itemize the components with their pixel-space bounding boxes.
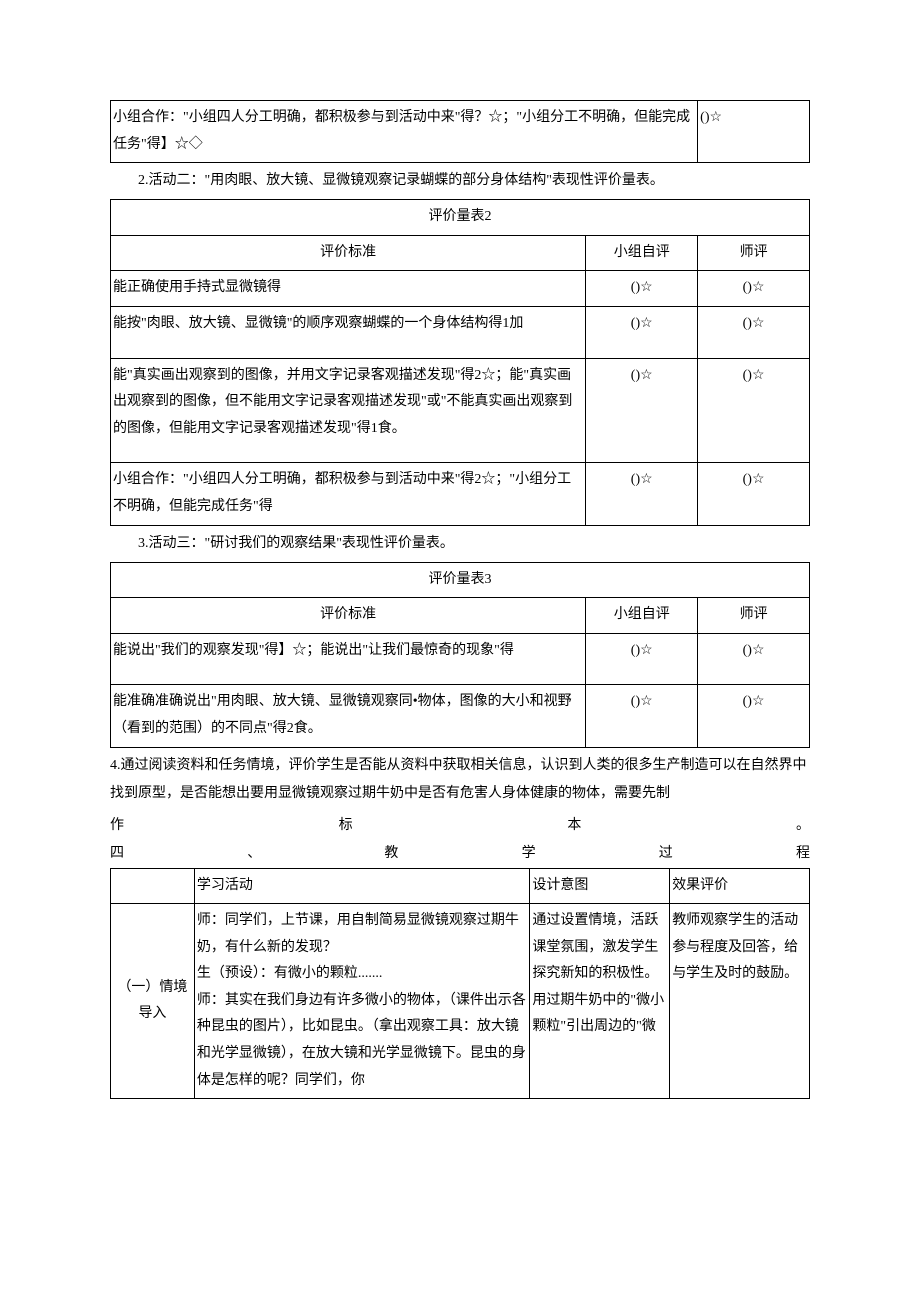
col-header-self: 小组自评 [586, 235, 698, 271]
col-header-1 [111, 868, 195, 904]
rubric-table-2: 评价量表2 评价标准 小组自评 师评 能正确使用手持式显微镜得 ()☆ ()☆ … [110, 199, 810, 525]
col-header-criteria: 评价标准 [111, 598, 586, 634]
table-row: 小组合作："小组四人分工明确，都积极参与到活动中来"得2☆；"小组分工不明确，但… [111, 463, 810, 525]
cell-section: （一）情境导入 [111, 904, 195, 1099]
char: 本 [567, 812, 581, 840]
paragraph-4: 4.通过阅读资料和任务情境，评价学生是否能从资料中获取相关信息，认识到人类的很多… [110, 752, 810, 808]
justified-line-1: 作 标 本 。 [110, 812, 810, 840]
char: 教 [384, 840, 398, 868]
cell-self: ()☆ [586, 463, 698, 525]
col-header-teacher: 师评 [698, 235, 810, 271]
cell-criteria: 能说出"我们的观察发现"得】☆；能说出"让我们最惊奇的现象"得 [111, 633, 586, 685]
col-header-criteria: 评价标准 [111, 235, 586, 271]
rubric-table-3: 评价量表3 评价标准 小组自评 师评 能说出"我们的观察发现"得】☆；能说出"让… [110, 562, 810, 748]
cell-criteria: 能正确使用手持式显微镜得 [111, 271, 586, 307]
table-fragment-1: 小组合作："小组四人分工明确，都积极参与到活动中来"得？☆；"小组分工不明确，但… [110, 100, 810, 163]
cell-teacher: ()☆ [698, 306, 810, 358]
char: 标 [339, 812, 353, 840]
cell-activity: 师：同学们，上节课，用自制简易显微镜观察过期牛奶，有什么新的发现？ 生（预设）：… [194, 904, 530, 1099]
table-title: 评价量表2 [111, 200, 810, 236]
cell-self: ()☆ [586, 358, 698, 463]
col-header-2: 学习活动 [194, 868, 530, 904]
table-header-row: 评价标准 小组自评 师评 [111, 235, 810, 271]
cell-eval: 教师观察学生的活动参与程度及回答，给与学生及时的鼓励。 [670, 904, 810, 1099]
table-row: （一）情境导入 师：同学们，上节课，用自制简易显微镜观察过期牛奶，有什么新的发现… [111, 904, 810, 1099]
cell-teacher: ()☆ [698, 358, 810, 463]
cell-criteria: 能按"肉眼、放大镜、显微镜"的顺序观察蝴蝶的一个身体结构得1加 [111, 306, 586, 358]
char: 。 [796, 812, 810, 840]
table-row: 能准确准确说出"用肉眼、放大镜、显微镜观察同•物体，图像的大小和视野（看到的范围… [111, 685, 810, 747]
cell-self: ()☆ [586, 633, 698, 685]
table-header-row: 评价标准 小组自评 师评 [111, 598, 810, 634]
char: 四 [110, 840, 124, 868]
cell-teacher: ()☆ [698, 685, 810, 747]
table-header-row: 学习活动 设计意图 效果评价 [111, 868, 810, 904]
char: 学 [522, 840, 536, 868]
paragraph-activity2: 2.活动二："用肉眼、放大镜、显微镜观察记录蝴蝶的部分身体结构"表现性评价量表。 [110, 167, 810, 195]
char: 、 [247, 840, 261, 868]
table-title-row: 评价量表2 [111, 200, 810, 236]
table-row: 能说出"我们的观察发现"得】☆；能说出"让我们最惊奇的现象"得 ()☆ ()☆ [111, 633, 810, 685]
table-row: 能按"肉眼、放大镜、显微镜"的顺序观察蝴蝶的一个身体结构得1加 ()☆ ()☆ [111, 306, 810, 358]
table-title: 评价量表3 [111, 562, 810, 598]
justified-line-2: 四 、 教 学 过 程 [110, 840, 810, 868]
cell-criteria: 小组合作："小组四人分工明确，都积极参与到活动中来"得2☆；"小组分工不明确，但… [111, 463, 586, 525]
cell-teacher: ()☆ [698, 463, 810, 525]
char: 作 [110, 812, 124, 840]
cell-self: ()☆ [586, 306, 698, 358]
char: 过 [659, 840, 673, 868]
col-header-4: 效果评价 [670, 868, 810, 904]
cell-score: ()☆ [698, 101, 810, 163]
paragraph-activity3: 3.活动三："研讨我们的观察结果"表现性评价量表。 [110, 530, 810, 558]
cell-criteria: 能准确准确说出"用肉眼、放大镜、显微镜观察同•物体，图像的大小和视野（看到的范围… [111, 685, 586, 747]
table-row: 小组合作："小组四人分工明确，都积极参与到活动中来"得？☆；"小组分工不明确，但… [111, 101, 810, 163]
col-header-3: 设计意图 [530, 868, 670, 904]
cell-teacher: ()☆ [698, 271, 810, 307]
teaching-process-table: 学习活动 设计意图 效果评价 （一）情境导入 师：同学们，上节课，用自制简易显微… [110, 868, 810, 1100]
cell-intent: 通过设置情境，活跃课堂氛围，激发学生探究新知的积极性。 用过期牛奶中的"微小颗粒… [530, 904, 670, 1099]
cell-teacher: ()☆ [698, 633, 810, 685]
cell-criteria: 能"真实画出观察到的图像，并用文字记录客观描述发现"得2☆；能"真实画出观察到的… [111, 358, 586, 463]
char: 程 [796, 840, 810, 868]
cell-criteria: 小组合作："小组四人分工明确，都积极参与到活动中来"得？☆；"小组分工不明确，但… [111, 101, 698, 163]
cell-self: ()☆ [586, 271, 698, 307]
table-row: 能"真实画出观察到的图像，并用文字记录客观描述发现"得2☆；能"真实画出观察到的… [111, 358, 810, 463]
table-row: 能正确使用手持式显微镜得 ()☆ ()☆ [111, 271, 810, 307]
cell-self: ()☆ [586, 685, 698, 747]
col-header-teacher: 师评 [698, 598, 810, 634]
table-title-row: 评价量表3 [111, 562, 810, 598]
col-header-self: 小组自评 [586, 598, 698, 634]
